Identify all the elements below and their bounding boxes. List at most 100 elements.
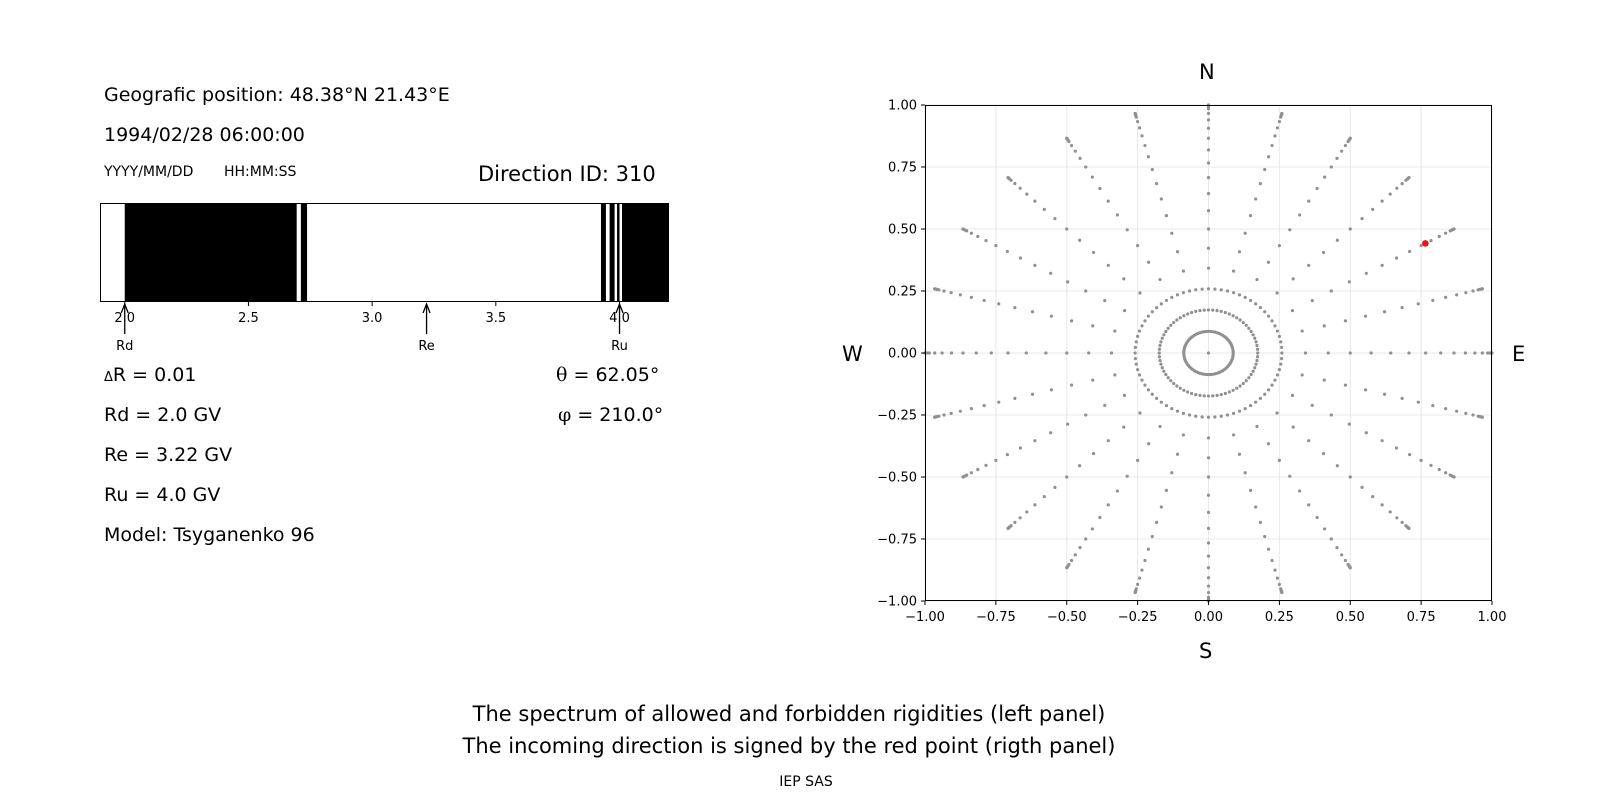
direction-point (1157, 351, 1161, 355)
highlighted-direction-point (1422, 240, 1429, 247)
direction-point (1388, 192, 1392, 196)
direction-point (1049, 388, 1054, 392)
direction-point (933, 287, 937, 291)
direction-point (1258, 520, 1262, 524)
direction-point (1025, 510, 1029, 514)
y-tick-label: 0.25 (888, 285, 917, 300)
direction-point (942, 413, 946, 417)
direction-point (1238, 384, 1242, 388)
direction-point (1275, 329, 1280, 333)
direction-point (1400, 306, 1404, 310)
direction-point (1321, 451, 1326, 456)
x-tick-label: 0.50 (1336, 610, 1365, 625)
direction-point (974, 351, 978, 355)
direction-point (1329, 289, 1333, 293)
direction-point (1115, 489, 1119, 493)
direction-point (1348, 475, 1352, 479)
direction-point (1084, 165, 1088, 169)
direction-point (1162, 333, 1166, 337)
direction-point (1106, 199, 1110, 203)
direction-point (1232, 269, 1236, 273)
direction-point (958, 409, 962, 413)
direction-point (1018, 446, 1023, 450)
direction-point (1480, 415, 1484, 419)
x-tick-label: −0.75 (976, 610, 1016, 625)
direction-point (1307, 503, 1311, 507)
direction-point (1444, 406, 1448, 411)
caption-line-2: The incoming direction is signed by the … (462, 734, 1116, 758)
re-value: Re = 3.22 GV (104, 444, 233, 466)
direction-point (1298, 489, 1302, 493)
direction-point (1363, 314, 1368, 318)
direction-point (1069, 143, 1074, 148)
direction-point (1206, 126, 1211, 130)
direction-point (961, 351, 965, 355)
direction-point (1066, 422, 1070, 426)
direction-point (1013, 396, 1017, 400)
direction-point (1237, 409, 1242, 413)
direction-point (1267, 388, 1271, 392)
spectrum-tick-label: 3.5 (485, 311, 506, 326)
direction-point (1288, 474, 1292, 478)
direction-point (1065, 351, 1069, 355)
direction-point (1159, 340, 1163, 344)
direction-point (1078, 238, 1082, 242)
date-time: 1994/02/28 06:00:00 (104, 124, 305, 146)
direction-point (1364, 431, 1368, 435)
direction-point (1343, 558, 1348, 563)
direction-point (1395, 516, 1399, 520)
direction-point (1150, 167, 1154, 172)
direction-point (1005, 452, 1009, 457)
direction-point (1464, 291, 1468, 295)
direction-point (1248, 214, 1253, 218)
direction-point (1098, 186, 1102, 191)
direction-point (1172, 320, 1176, 325)
direction-point (1241, 381, 1245, 386)
y-tick-label: −0.25 (877, 409, 917, 424)
direction-point (1213, 415, 1217, 419)
direction-point (958, 293, 962, 297)
direction-point (1251, 333, 1255, 337)
direction-point (1444, 471, 1448, 475)
direction-point (1408, 452, 1412, 457)
south-label: S (1199, 639, 1213, 663)
direction-point (1030, 392, 1035, 396)
x-tick-label: 0.00 (1194, 610, 1223, 625)
direction-point (1473, 351, 1477, 355)
direction-point (1407, 526, 1411, 530)
forbidden-band (300, 203, 308, 302)
direction-point (942, 289, 946, 293)
direction-point (1310, 403, 1314, 407)
direction-point (1480, 287, 1484, 291)
direction-point (1263, 392, 1267, 396)
direction-point (1277, 120, 1281, 124)
direction-point (1248, 403, 1253, 408)
direction-point (1369, 351, 1373, 355)
y-tick-label: −0.75 (877, 533, 917, 548)
direction-point (994, 458, 998, 462)
direction-point (1429, 239, 1433, 243)
direction-point (1266, 442, 1271, 446)
direction-point (1162, 369, 1166, 373)
direction-point (1429, 463, 1433, 467)
direction-point (1419, 458, 1423, 462)
delta-r-text: R = 0.01 (112, 364, 197, 386)
direction-point (1087, 351, 1091, 355)
direction-point (1253, 336, 1257, 340)
direction-point (1380, 439, 1384, 443)
direction-point (1018, 516, 1022, 520)
direction-point (1140, 378, 1144, 382)
direction-id: Direction ID: 310 (478, 162, 656, 186)
direction-point (1270, 383, 1274, 387)
direction-point (1005, 249, 1009, 254)
y-tick-label: 1.00 (888, 99, 917, 114)
direction-point (1480, 351, 1484, 355)
direction-point (1025, 192, 1029, 196)
direction-point (1169, 379, 1173, 383)
direction-point (1255, 355, 1260, 359)
direction-point (1273, 568, 1277, 572)
direction-point (1158, 358, 1162, 363)
direction-point (1122, 425, 1126, 429)
y-tick-label: 0.50 (888, 223, 917, 238)
theta-value: θ = 62.05° (556, 364, 659, 386)
